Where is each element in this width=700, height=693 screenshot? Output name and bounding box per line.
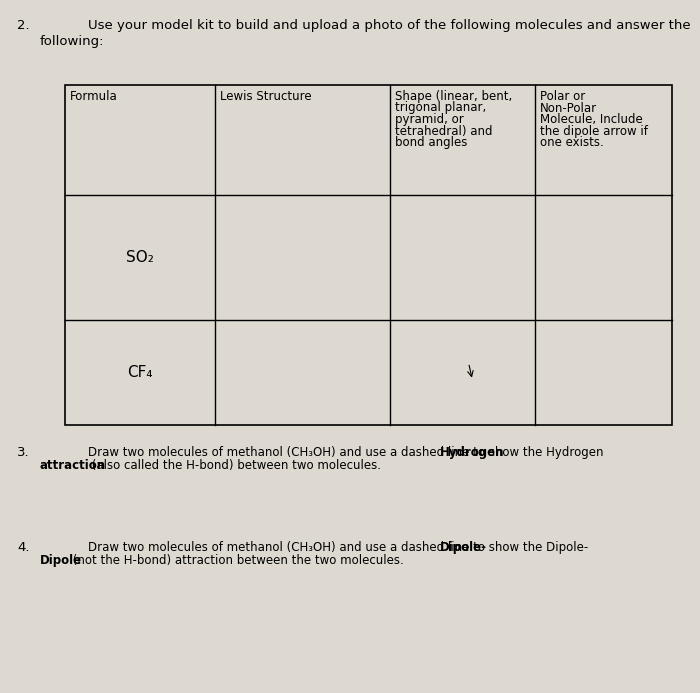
Text: Draw two molecules of methanol (CH₃OH) and use a dashed line to show the Hydroge: Draw two molecules of methanol (CH₃OH) a… xyxy=(88,446,603,459)
Text: CF₄: CF₄ xyxy=(127,365,153,380)
Text: Lewis Structure: Lewis Structure xyxy=(220,90,312,103)
Text: trigonal planar,: trigonal planar, xyxy=(395,101,486,114)
Text: 4.: 4. xyxy=(17,541,29,554)
Text: (not the H-bond) attraction between the two molecules.: (not the H-bond) attraction between the … xyxy=(69,554,404,567)
Bar xyxy=(14,18,80,38)
Bar xyxy=(14,445,80,467)
Text: Draw two molecules of methanol (CH₃OH) and use a dashed line to show the Dipole-: Draw two molecules of methanol (CH₃OH) a… xyxy=(88,541,588,554)
Text: Formula: Formula xyxy=(70,90,118,103)
Text: the dipole arrow if: the dipole arrow if xyxy=(540,125,648,137)
Text: 2.: 2. xyxy=(17,19,29,32)
Text: Use your model kit to build and upload a photo of the following molecules and an: Use your model kit to build and upload a… xyxy=(88,19,691,32)
Bar xyxy=(65,85,672,425)
Text: pyramid, or: pyramid, or xyxy=(395,113,463,126)
Text: one exists.: one exists. xyxy=(540,136,603,149)
Text: Polar or: Polar or xyxy=(540,90,585,103)
Text: Hydrogen: Hydrogen xyxy=(440,446,505,459)
Bar xyxy=(14,540,80,562)
Text: SO₂: SO₂ xyxy=(126,250,154,265)
Text: attraction: attraction xyxy=(40,459,106,472)
Text: (also called the H-bond) between two molecules.: (also called the H-bond) between two mol… xyxy=(88,459,382,472)
Text: Non-Polar: Non-Polar xyxy=(540,101,597,114)
Text: Molecule, Include: Molecule, Include xyxy=(540,113,643,126)
Text: bond angles: bond angles xyxy=(395,136,468,149)
Text: Shape (linear, bent,: Shape (linear, bent, xyxy=(395,90,512,103)
Text: following:: following: xyxy=(40,35,104,48)
Text: 3.: 3. xyxy=(17,446,29,459)
Text: tetrahedral) and: tetrahedral) and xyxy=(395,125,493,137)
Text: Dipole: Dipole xyxy=(40,554,82,567)
Text: Dipole-: Dipole- xyxy=(440,541,487,554)
